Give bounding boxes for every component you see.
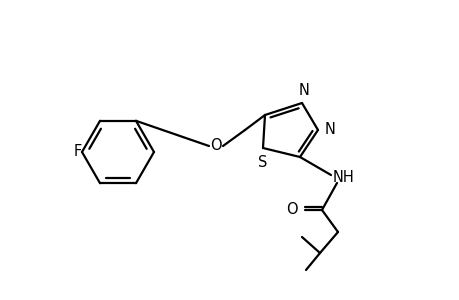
Text: S: S bbox=[258, 155, 267, 170]
Text: NH: NH bbox=[332, 169, 354, 184]
Text: F: F bbox=[73, 145, 82, 160]
Text: O: O bbox=[286, 202, 297, 217]
Text: N: N bbox=[298, 83, 309, 98]
Text: O: O bbox=[210, 139, 221, 154]
Text: N: N bbox=[325, 122, 335, 137]
